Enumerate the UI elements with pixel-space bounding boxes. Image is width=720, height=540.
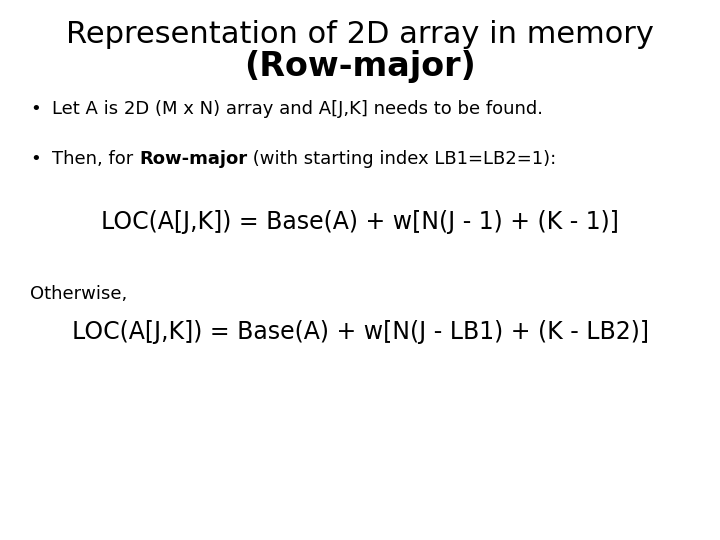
Text: Otherwise,: Otherwise, <box>30 285 127 303</box>
Text: •: • <box>30 150 41 168</box>
Text: (Row-major): (Row-major) <box>244 50 476 83</box>
Text: Then, for: Then, for <box>52 150 139 168</box>
Text: Representation of 2D array in memory: Representation of 2D array in memory <box>66 20 654 49</box>
Text: (with starting index LB1=LB2=1):: (with starting index LB1=LB2=1): <box>247 150 557 168</box>
Text: Row-major: Row-major <box>139 150 247 168</box>
Text: •: • <box>30 100 41 118</box>
Text: LOC(A[J,K]) = Base(A) + w[N(J - LB1) + (K - LB2)]: LOC(A[J,K]) = Base(A) + w[N(J - LB1) + (… <box>71 320 649 344</box>
Text: Let A is 2D (M x N) array and A[J,K] needs to be found.: Let A is 2D (M x N) array and A[J,K] nee… <box>52 100 543 118</box>
Text: LOC(A[J,K]) = Base(A) + w[N(J - 1) + (K - 1)]: LOC(A[J,K]) = Base(A) + w[N(J - 1) + (K … <box>101 210 619 234</box>
